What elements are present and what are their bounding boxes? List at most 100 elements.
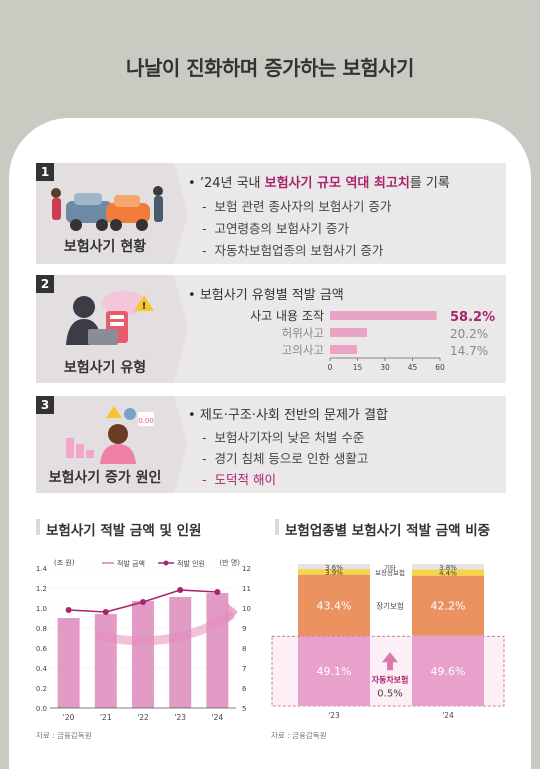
bar-category-label: 고의사고 (282, 343, 324, 357)
stack-segment (412, 564, 484, 570)
segment-label: 42.2% (431, 600, 466, 613)
page-title: 나날이 진화하며 증가하는 보험사기 (126, 56, 414, 80)
trend-arrow-head (226, 602, 238, 624)
section-label: 보험사기 증가 원인 (48, 470, 162, 486)
center-label: 0.5% (377, 688, 402, 699)
bar-category-label: 사고 내용 조작 (250, 309, 324, 323)
trend-arrow (95, 611, 235, 646)
increase-arrow (382, 652, 398, 671)
section-number: 1 (36, 163, 54, 181)
y-left-tick-label: 1.0 (36, 605, 47, 613)
center-label: 기타 (384, 563, 396, 572)
list-item-text: 경기 침체 등으로 인한 (214, 451, 334, 466)
bar-category-label: 허위사고 (282, 326, 324, 340)
headline-post: 를 기록 (409, 176, 450, 191)
segment-label: 3.8% (439, 564, 457, 572)
section-arrow (174, 163, 188, 264)
stack-segment-auto (412, 635, 484, 706)
bar (330, 328, 368, 337)
y-left-tick-label: 0.6 (36, 645, 48, 653)
stack-segment (298, 569, 370, 575)
list-item-emphasis: 낮은 처벌 수준 (287, 430, 365, 445)
amount-bar (132, 601, 154, 708)
list-item: - 고연령층의 보험사기 증가 (202, 221, 349, 236)
y-left-tick-label: 0.2 (36, 685, 47, 693)
x-tick-label: 15 (353, 363, 363, 372)
stack-segment (412, 575, 484, 636)
stacked-bar-chart: '23 '24 49.1% 43.4% 3.9%3.6% 49.6% 42.2% 4.4%3.… (271, 563, 505, 720)
headline-text: 제도·구조·사회 전반의 문제가 결합 (199, 408, 388, 423)
center-label: 자동차보험 (372, 674, 409, 684)
list-item: - 자동차보험업종의 보험사기 증가 (202, 243, 384, 258)
y-right-tick-label: 11 (242, 585, 251, 593)
x-tick-label: '23 (174, 713, 186, 722)
y-right-tick-label: 6 (242, 685, 247, 693)
section-headline: • 제도·구조·사회 전반의 문제가 결합 (188, 408, 388, 423)
list-item-text: 도덕적 해이 (214, 472, 276, 487)
list-item-text: 고연령층의 보험사기 증가 (214, 221, 349, 236)
x-tick-label: '21 (100, 713, 112, 722)
y-left-tick-label: 1.4 (36, 565, 48, 573)
x-tick-label: '24 (442, 711, 454, 720)
bar (330, 311, 437, 320)
section-number: 3 (36, 396, 54, 414)
combo-chart-title: 보험사기 적발 금액 및 인원 (46, 523, 202, 539)
segment-label: 49.1% (317, 665, 352, 678)
section-number: 2 (36, 275, 54, 293)
center-label: 장기보험 (376, 600, 404, 610)
list-item-emphasis: 생활고 (333, 451, 369, 466)
bar (330, 345, 357, 354)
amount-bar (206, 593, 229, 708)
segment-label: 49.6% (431, 665, 466, 678)
bar-value-label: 14.7% (450, 344, 488, 358)
legend-marker (163, 560, 169, 566)
headline-text: 보험사기 유형별 적발 금액 (199, 288, 344, 303)
x-tick-label: '22 (137, 713, 149, 722)
y-right-tick-label: 9 (242, 625, 246, 633)
combo-chart-source: 자료 : 금융감독원 (36, 731, 92, 740)
list-item: - 보험 관련 종사자의 보험사기 증가 (202, 199, 392, 214)
list-item: - 보험사기자의 낮은 처벌 수준 (202, 430, 365, 445)
combo-chart: 0.0 0.2 0.4 0.6 0.8 1.0 1.2 1.4 5 6 7 8 9 10 11 12 (조 원)… (36, 558, 251, 722)
people-point (140, 599, 146, 605)
y-right-tick-label: 12 (242, 565, 251, 573)
y-left-tick-label: 1.2 (36, 585, 47, 593)
section-arrow (174, 396, 188, 493)
stack-chart-title: 보험업종별 보험사기 적발 금액 비중 (285, 523, 491, 539)
section-label: 보험사기 현황 (63, 239, 147, 255)
segment-label: 3.9% (325, 569, 343, 577)
x-tick-label: 45 (408, 363, 418, 372)
section-type: 2 ! 보험사기 유형 • 보험사기 유형별 적발 금액 사고 내용 조작 58.… (36, 275, 506, 383)
section-headline: • ’24년 국내 보험사기 규모 역대 최고치를 기록 (188, 176, 450, 191)
y-left-tick-label: 0.0 (36, 705, 47, 713)
list-item-text: 보험 관련 종사자의 보험사기 증가 (214, 199, 392, 214)
stack-segment (298, 574, 370, 637)
center-label: 보장성보험 (375, 568, 405, 577)
segment-label: 4.4% (439, 569, 457, 577)
stress-illustration: 0.00 (66, 406, 154, 464)
section-label: 보험사기 유형 (63, 360, 147, 376)
legend-label: 적발 인원 (177, 559, 205, 568)
list-item-text: 보험사기자의 (214, 430, 288, 445)
section-arrow (174, 275, 188, 383)
stack-segment (412, 569, 484, 576)
segment-label: 3.6% (325, 564, 343, 572)
segment-label: 43.4% (317, 599, 352, 612)
y-left-tick-label: 0.4 (36, 665, 48, 673)
x-tick-label: '20 (63, 713, 75, 722)
amount-bar (94, 614, 117, 708)
svg-text:0.00: 0.00 (138, 417, 154, 425)
amount-bar (169, 597, 192, 708)
car-accident-illustration (51, 186, 163, 231)
people-point (65, 607, 72, 613)
list-item: - 도덕적 해이 (202, 472, 276, 487)
x-tick-label: '24 (212, 713, 224, 722)
stack-segment-auto (298, 636, 370, 706)
y-right-tick-label: 7 (242, 665, 246, 673)
list-item: - 경기 침체 등으로 인한 생활고 (202, 451, 369, 466)
y-left-unit: (조 원) (54, 558, 75, 567)
bar-value-label: 58.2% (450, 310, 495, 325)
y-left-tick-label: 0.8 (36, 625, 47, 633)
svg-text:!: ! (142, 301, 147, 312)
